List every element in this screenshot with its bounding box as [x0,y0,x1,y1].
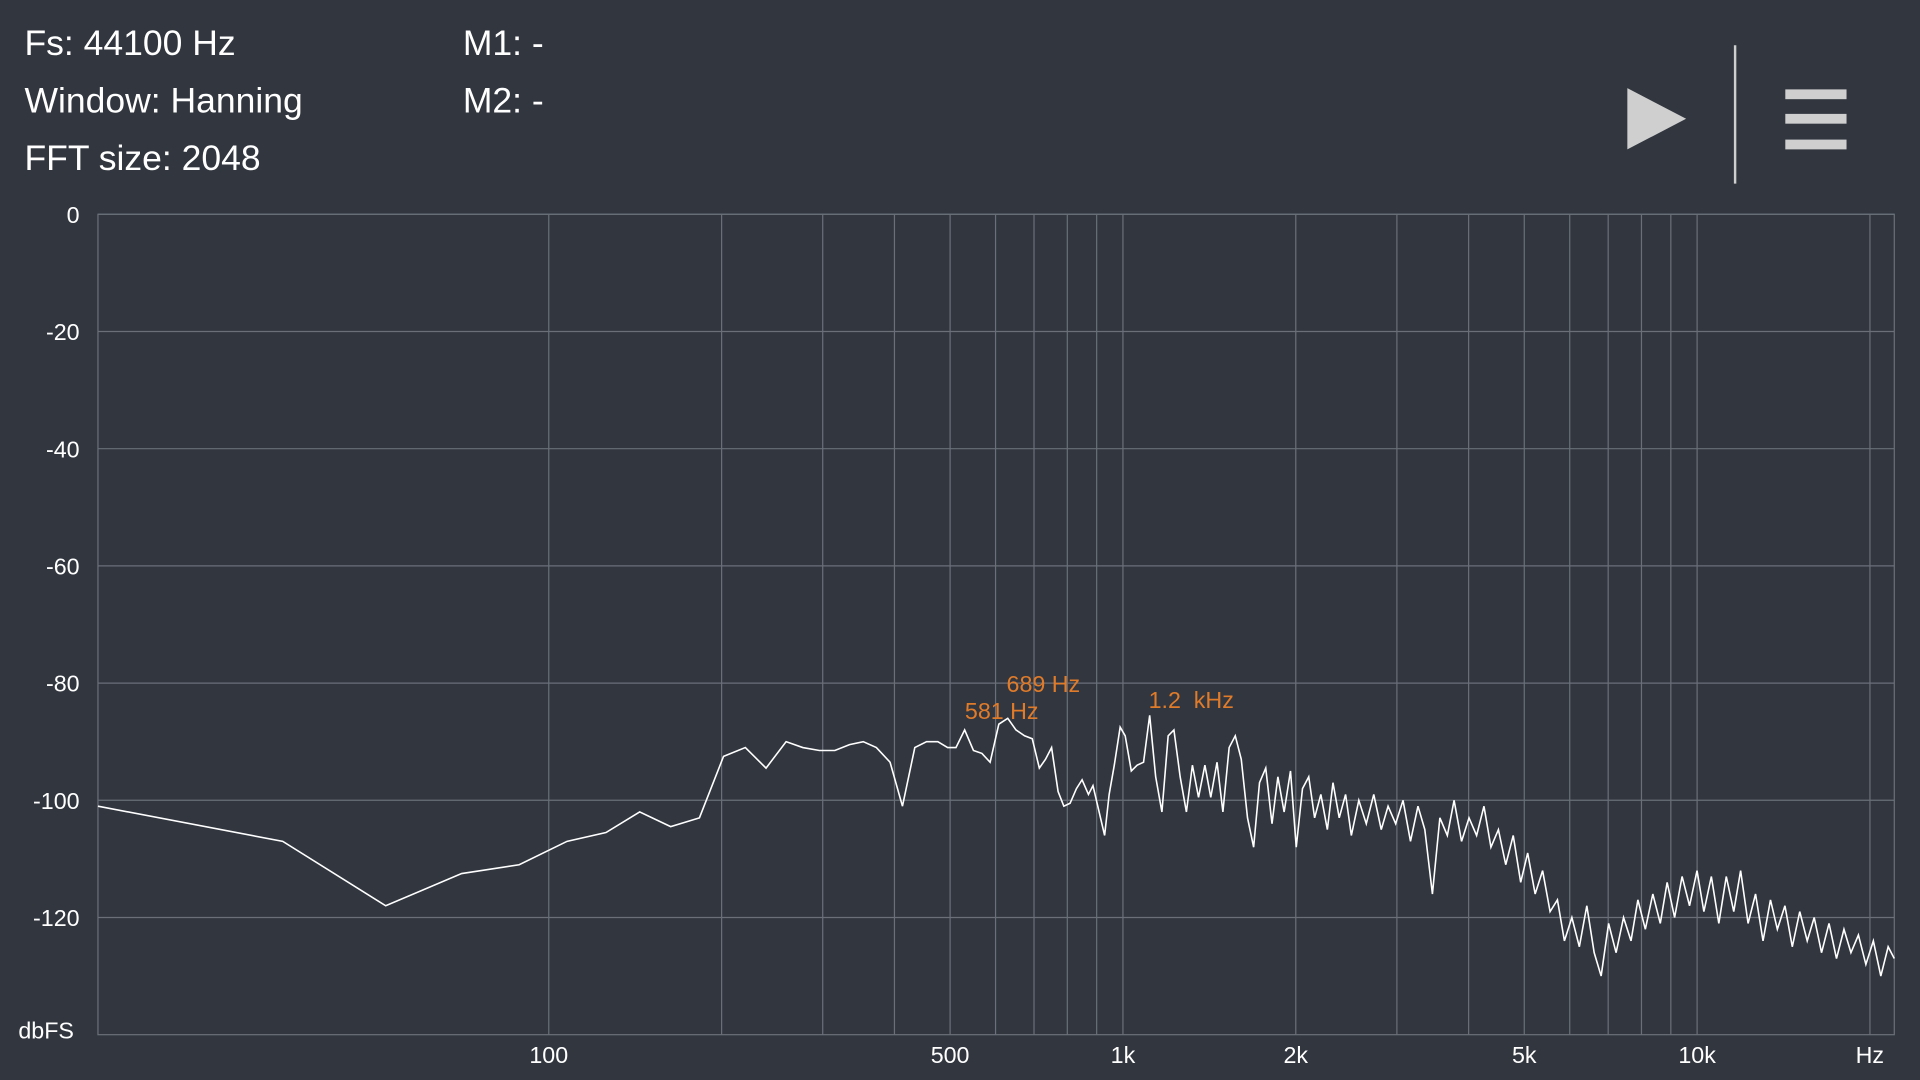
x-tick-label: 2k [1284,1042,1309,1068]
x-tick-label: 500 [931,1042,970,1068]
play-button[interactable] [1627,88,1687,150]
x-tick-label: 100 [529,1042,568,1068]
y-tick-label: -100 [33,788,80,814]
menu-button[interactable] [1785,89,1847,150]
x-tick-label: 1k [1111,1042,1136,1068]
x-tick-label: 5k [1512,1042,1537,1068]
y-tick-label: -40 [46,436,80,462]
x-axis-unit: Hz [1856,1042,1884,1068]
spectrum-line [97,715,1895,977]
y-tick-label: -20 [46,319,80,345]
peak-annotation: 581 Hz [965,698,1039,724]
x-tick-label: 10k [1678,1042,1716,1068]
y-axis-unit: dbFS [18,1017,74,1043]
peak-annotation: 1.2 kHz [1149,687,1234,713]
window-info: Window: Hanning [24,81,302,121]
peak-annotation: 689 Hz [1007,671,1081,697]
marker-1: M1: - [463,23,544,63]
y-tick-label: -120 [33,905,80,931]
y-tick-label: 0 [67,202,80,228]
fft-info: FFT size: 2048 [24,138,260,178]
marker-2: M2: - [463,81,544,121]
fs-info: Fs: 44100 Hz [24,23,235,63]
plot: 0 -20 -40 -60 -80 -100 -120 100 500 1k 2k 5k 10k Hz db… [18,202,1895,1068]
y-tick-label: -80 [46,671,80,697]
y-tick-label: -60 [46,553,80,579]
